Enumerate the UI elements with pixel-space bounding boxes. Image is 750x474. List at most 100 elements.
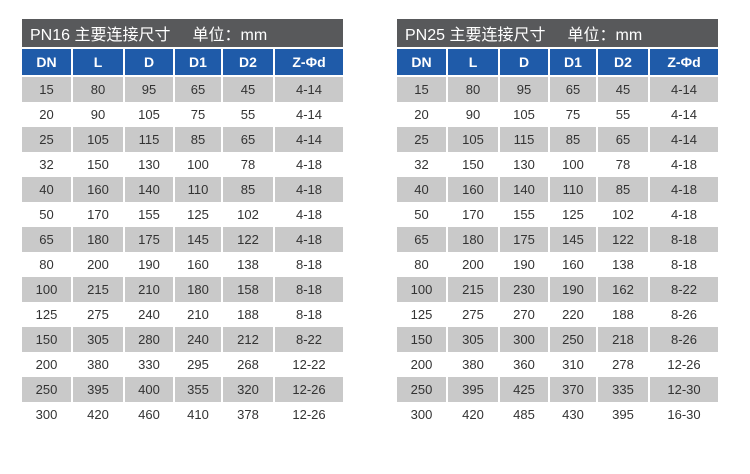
table-row: 100 215 210 180 158 8-18 [22,277,343,302]
table-cell: 125 [548,202,596,227]
table-cell: 190 [548,277,596,302]
table-cell: 85 [548,127,596,152]
table-row: 15 80 95 65 45 4-14 [397,77,718,102]
table-cell: 105 [498,102,548,127]
table-cell: 40 [397,177,446,202]
table-cell: 12-22 [273,352,343,377]
table-cell: 45 [221,77,273,102]
table-cell: 270 [498,302,548,327]
table-cell: 50 [397,202,446,227]
table-cell: 75 [548,102,596,127]
table-cell: 250 [397,377,446,402]
table-cell: 115 [498,127,548,152]
table-cell: 268 [221,352,273,377]
table-cell: 395 [71,377,123,402]
table-cell: 215 [446,277,498,302]
table-cell: 105 [71,127,123,152]
table-cell: 12-26 [648,352,718,377]
table-body: 15 80 95 65 45 4-14 20 90 105 75 55 4-14 25 105 115 85 6… [397,77,718,427]
table-cell: 300 [498,327,548,352]
table-cell: 115 [123,127,173,152]
table-cell: 4-18 [273,227,343,252]
table-cell: 12-26 [273,402,343,427]
table-cell: 200 [446,252,498,277]
table-row: 25 105 115 85 65 4-14 [397,127,718,152]
table-cell: 320 [221,377,273,402]
table-cell: 295 [173,352,221,377]
table-cell: 12-26 [273,377,343,402]
table-cell: 8-26 [648,302,718,327]
table-cell: 15 [397,77,446,102]
table-cell: 8-26 [648,327,718,352]
table-cell: 190 [498,252,548,277]
table-cell: 20 [22,102,71,127]
column-header: Z-Φd [273,49,343,75]
table-cell: 218 [596,327,648,352]
table-cell: 16-30 [648,402,718,427]
table-cell: 4-14 [273,102,343,127]
table-cell: 485 [498,402,548,427]
table-row: 125 275 270 220 188 8-26 [397,302,718,327]
table-cell: 275 [446,302,498,327]
table-cell: 240 [173,327,221,352]
table-cell: 4-18 [273,177,343,202]
table-cell: 150 [22,327,71,352]
table-cell: 170 [71,202,123,227]
table-cell: 160 [548,252,596,277]
table-cell: 75 [173,102,221,127]
table-cell: 80 [397,252,446,277]
table-cell: 80 [22,252,71,277]
table-unit-label: 单位：mm [192,27,268,44]
table-cell: 420 [446,402,498,427]
table-row: 15 80 95 65 45 4-14 [22,77,343,102]
table-cell: 140 [123,177,173,202]
table-row: 40 160 140 110 85 4-18 [22,177,343,202]
table-cell: 230 [498,277,548,302]
table-cell: 55 [596,102,648,127]
table-row: 50 170 155 125 102 4-18 [397,202,718,227]
column-header: D [498,49,548,75]
table-row: 32 150 130 100 78 4-18 [397,152,718,177]
table-cell: 158 [221,277,273,302]
table-cell: 4-14 [648,77,718,102]
table-cell: 175 [123,227,173,252]
table-cell: 80 [446,77,498,102]
table-cell: 4-18 [648,152,718,177]
table-cell: 250 [22,377,71,402]
table-cell: 400 [123,377,173,402]
table-cell: 20 [397,102,446,127]
table-body: 15 80 95 65 45 4-14 20 90 105 75 55 4-14 25 105 115 85 6… [22,77,343,427]
table-cell: 420 [71,402,123,427]
table-cell: 4-18 [648,177,718,202]
pn25-table-title-bar: PN25 主要连接尺寸 单位：mm [397,19,718,47]
table-cell: 25 [22,127,71,152]
column-header: L [446,49,498,75]
column-header: Z-Φd [648,49,718,75]
table-cell: 8-18 [273,277,343,302]
table-cell: 160 [446,177,498,202]
table-cell: 188 [221,302,273,327]
pn16-spec-table: PN16 主要连接尺寸 单位：mm DN L D D1 D2 Z-Φd 15 80 95 65 4… [22,19,343,427]
table-cell: 65 [22,227,71,252]
table-cell: 32 [397,152,446,177]
table-cell: 430 [548,402,596,427]
table-row: 250 395 400 355 320 12-26 [22,377,343,402]
table-cell: 278 [596,352,648,377]
table-cell: 40 [22,177,71,202]
table-cell: 65 [596,127,648,152]
column-header: D1 [173,49,221,75]
table-cell: 4-14 [648,127,718,152]
table-row: 200 380 360 310 278 12-26 [397,352,718,377]
table-row: 100 215 230 190 162 8-22 [397,277,718,302]
table-cell: 145 [173,227,221,252]
table-cell: 162 [596,277,648,302]
table-cell: 200 [397,352,446,377]
table-cell: 12-30 [648,377,718,402]
table-cell: 220 [548,302,596,327]
table-cell: 4-14 [273,77,343,102]
table-cell: 210 [173,302,221,327]
table-cell: 300 [22,402,71,427]
table-cell: 240 [123,302,173,327]
table-row: 32 150 130 100 78 4-18 [22,152,343,177]
table-cell: 300 [397,402,446,427]
